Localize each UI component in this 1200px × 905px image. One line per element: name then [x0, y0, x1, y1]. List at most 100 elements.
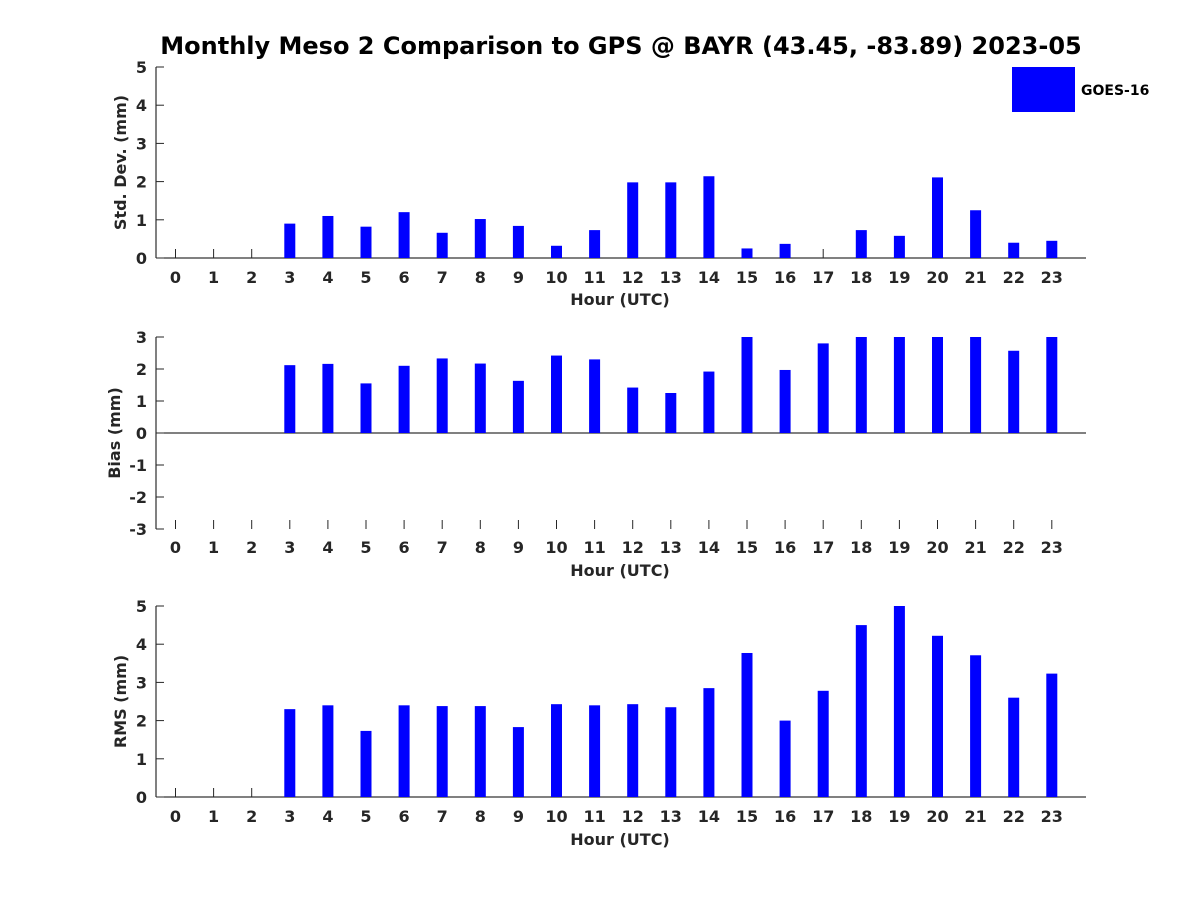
y-axis-label: Bias (mm)	[105, 387, 124, 479]
x-tick-label: 0	[170, 807, 181, 826]
bar-std-dev-hour-21	[970, 210, 982, 258]
bar-bias-hour-19	[893, 337, 905, 433]
x-tick-label: 18	[850, 268, 872, 287]
x-tick-label: 21	[964, 538, 986, 557]
x-tick-label: 9	[513, 807, 524, 826]
bar-rms-hour-8	[474, 706, 486, 797]
bar-std-dev-hour-5	[360, 226, 372, 258]
x-tick-label: 9	[513, 268, 524, 287]
bar-bias-hour-8	[474, 363, 486, 433]
bar-bias-hour-10	[551, 355, 562, 433]
x-tick-label: 15	[736, 807, 758, 826]
y-tick-label: 1	[136, 750, 147, 769]
x-tick-label: 17	[812, 807, 834, 826]
bar-std-dev-hour-23	[1046, 240, 1058, 258]
bar-bias-hour-3	[284, 365, 296, 433]
bar-std-dev-hour-3	[284, 223, 296, 258]
y-tick-label: 2	[136, 712, 147, 731]
x-tick-label: 1	[208, 268, 219, 287]
x-tick-label: 2	[246, 268, 257, 287]
y-tick-label: -3	[129, 520, 147, 539]
legend: GOES-16	[1012, 67, 1149, 112]
x-tick-label: 10	[545, 807, 567, 826]
y-tick-label: 0	[136, 424, 147, 443]
bar-std-dev-hour-8	[474, 219, 486, 258]
bar-bias-hour-20	[932, 337, 943, 433]
x-tick-label: 3	[284, 807, 295, 826]
bar-std-dev-hour-9	[512, 225, 524, 258]
x-tick-label: 22	[1003, 807, 1025, 826]
x-tick-label: 9	[513, 538, 524, 557]
y-tick-label: 4	[136, 635, 147, 654]
x-tick-label: 16	[774, 268, 796, 287]
x-tick-label: 16	[774, 807, 796, 826]
x-tick-label: 23	[1041, 538, 1063, 557]
x-axis-label: Hour (UTC)	[570, 290, 670, 309]
bar-std-dev-hour-18	[855, 230, 867, 258]
y-tick-label: 3	[136, 673, 147, 692]
x-tick-label: 20	[926, 807, 948, 826]
bar-std-dev-hour-7	[436, 232, 448, 258]
x-tick-label: 21	[964, 268, 986, 287]
x-tick-label: 19	[888, 807, 910, 826]
y-tick-label: 2	[136, 173, 147, 192]
bar-std-dev-hour-15	[741, 248, 753, 258]
bar-bias-hour-16	[779, 369, 791, 433]
x-tick-label: 14	[698, 538, 720, 557]
x-tick-label: 3	[284, 538, 295, 557]
bar-std-dev-hour-16	[779, 243, 791, 258]
y-axis-label: RMS (mm)	[111, 655, 130, 748]
y-tick-label: 4	[136, 96, 147, 115]
legend-swatch	[1012, 67, 1075, 112]
x-tick-label: 8	[475, 807, 486, 826]
bar-std-dev-hour-6	[398, 212, 410, 258]
y-tick-label: -2	[129, 488, 147, 507]
x-tick-label: 21	[964, 807, 986, 826]
bar-rms-hour-20	[932, 635, 943, 797]
x-tick-label: 12	[622, 807, 644, 826]
bar-bias-hour-23	[1046, 337, 1058, 433]
y-tick-label: 0	[136, 249, 147, 268]
x-tick-label: 6	[399, 538, 410, 557]
bar-rms-hour-16	[779, 720, 791, 797]
x-tick-label: 20	[926, 538, 948, 557]
x-tick-label: 6	[399, 807, 410, 826]
chart-title: Monthly Meso 2 Comparison to GPS @ BAYR …	[160, 32, 1081, 60]
bar-rms-hour-22	[1008, 697, 1020, 797]
bar-std-dev-hour-14	[703, 176, 715, 258]
x-tick-label: 5	[360, 807, 371, 826]
x-tick-label: 18	[850, 807, 872, 826]
bar-rms-hour-6	[398, 705, 410, 797]
x-tick-label: 17	[812, 538, 834, 557]
x-tick-label: 4	[322, 807, 333, 826]
x-tick-label: 3	[284, 268, 295, 287]
x-tick-label: 16	[774, 538, 796, 557]
bar-bias-hour-6	[398, 365, 410, 433]
x-tick-label: 14	[698, 268, 720, 287]
bar-std-dev-hour-12	[627, 182, 639, 258]
x-tick-label: 5	[360, 268, 371, 287]
bar-rms-hour-23	[1046, 673, 1058, 797]
bar-bias-hour-5	[360, 383, 372, 433]
bar-bias-hour-14	[703, 371, 715, 433]
bar-rms-hour-5	[360, 730, 372, 797]
bar-bias-hour-21	[970, 337, 982, 433]
x-tick-label: 15	[736, 538, 758, 557]
x-tick-label: 13	[660, 538, 682, 557]
x-tick-label: 10	[545, 268, 567, 287]
x-tick-label: 6	[399, 268, 410, 287]
x-tick-label: 7	[437, 268, 448, 287]
x-tick-label: 12	[622, 268, 644, 287]
bar-rms-hour-9	[512, 727, 524, 797]
x-axis-label: Hour (UTC)	[570, 830, 670, 849]
x-tick-label: 18	[850, 538, 872, 557]
x-axis-label: Hour (UTC)	[570, 561, 670, 580]
x-tick-label: 11	[583, 538, 605, 557]
x-tick-label: 2	[246, 807, 257, 826]
